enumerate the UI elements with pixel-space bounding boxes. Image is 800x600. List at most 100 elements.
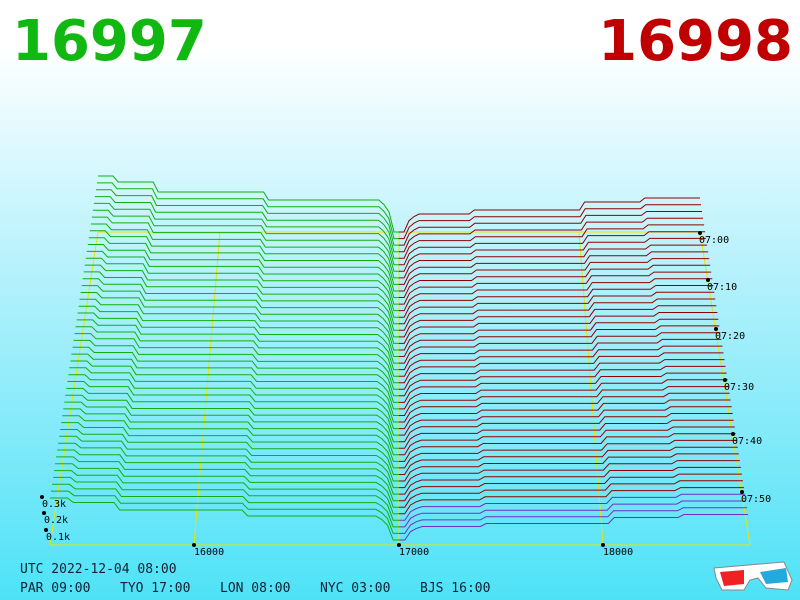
ask-curve — [399, 372, 727, 403]
ask-curve — [399, 446, 738, 475]
tick-dot — [397, 543, 401, 547]
clock: TYO 17:00 — [120, 581, 190, 596]
bid-curve — [71, 353, 399, 403]
ask-curve — [399, 291, 715, 325]
bid-curve — [93, 202, 399, 259]
ask-curve — [399, 237, 707, 272]
ask-curve — [399, 305, 717, 338]
ask-curve — [399, 399, 731, 430]
bid-curve — [58, 442, 399, 489]
tick-dot — [731, 432, 735, 436]
clocks: PAR 09:00 TYO 17:00 LON 08:00 NYC 03:00 BJS … — [20, 581, 490, 596]
bid-curve — [70, 360, 399, 410]
ask-curve — [399, 386, 729, 416]
bid-curve — [91, 216, 399, 272]
ask-curve — [399, 271, 712, 305]
bid-curve — [86, 250, 399, 305]
tick-dot — [44, 528, 48, 532]
bid-curve — [64, 401, 399, 449]
ask-curve — [399, 278, 713, 312]
tick-dot — [723, 378, 727, 382]
clock: NYC 03:00 — [320, 581, 390, 596]
ask-curve — [399, 365, 726, 397]
depth-tick: 0.2k — [44, 515, 68, 526]
tick-dot — [740, 490, 744, 494]
ask-curve — [399, 332, 721, 364]
ask-curve — [399, 466, 741, 495]
bid-curve — [79, 298, 399, 351]
ask-curve — [399, 433, 736, 462]
time-tick: 07:00 — [699, 235, 729, 246]
ask-curve — [399, 298, 716, 331]
ask-curve — [399, 500, 746, 528]
ask-curve — [399, 359, 725, 390]
ask-curve — [399, 251, 709, 285]
bid-curve — [80, 292, 399, 344]
bid-curve — [57, 449, 399, 495]
ask-curve — [399, 338, 722, 371]
ask-curve — [399, 211, 702, 246]
clock: LON 08:00 — [220, 581, 290, 596]
bid-curve — [52, 483, 399, 528]
ask-curve — [399, 460, 740, 489]
bid-curve — [54, 470, 399, 515]
bid-curve — [88, 237, 399, 292]
price-tick: 17000 — [399, 547, 429, 558]
ask-curve — [399, 493, 745, 521]
bid-curve — [65, 394, 399, 443]
tick-dot — [40, 495, 44, 499]
tick-dot — [601, 543, 605, 547]
bid-curve — [72, 346, 399, 397]
bid-curve — [62, 415, 399, 462]
time-tick: 07:20 — [715, 331, 745, 342]
ask-price: 16998 — [598, 9, 793, 74]
bid-curve — [76, 319, 399, 371]
ask-curve — [399, 345, 723, 377]
ask-curve — [399, 325, 720, 357]
ask-curve — [399, 426, 735, 456]
ask-curve — [399, 318, 719, 351]
time-tick: 07:50 — [741, 494, 771, 505]
bid-curve — [56, 456, 399, 502]
3d-glasses-icon[interactable] — [713, 561, 793, 591]
bid-curve — [81, 285, 399, 338]
axis-labels: 16000 17000 18000 07:00 07:10 07:20 07:30 07:40… — [40, 231, 771, 558]
ask-curve — [399, 413, 733, 443]
ask-curve — [399, 264, 711, 298]
bid-curve — [90, 223, 399, 279]
bid-curve — [61, 422, 399, 469]
bid-curve — [92, 209, 399, 266]
ask-curve — [399, 453, 739, 482]
depth-tick: 0.3k — [42, 499, 66, 510]
bid-curve — [73, 339, 399, 390]
bid-curve — [78, 305, 399, 357]
ask-curve — [399, 406, 732, 436]
floor-frame — [49, 231, 751, 546]
price-tick: 18000 — [603, 547, 633, 558]
bid-curve — [75, 326, 399, 377]
ask-curve — [399, 507, 747, 534]
time-tick: 07:30 — [724, 382, 754, 393]
bid-curve — [94, 196, 399, 253]
price-tick: 16000 — [194, 547, 224, 558]
ask-curve — [399, 204, 701, 240]
bid-curve — [63, 408, 399, 456]
bid-curve — [69, 367, 399, 416]
ask-curve — [399, 473, 742, 502]
utc-time: UTC 2022-12-04 08:00 — [20, 562, 177, 577]
bid-curve — [55, 463, 399, 508]
ask-curve — [399, 439, 737, 469]
bid-curve — [51, 490, 399, 534]
time-tick: 07:10 — [707, 282, 737, 293]
bid-curve — [60, 429, 399, 475]
bid-curve — [59, 435, 399, 482]
bid-curve — [89, 230, 399, 285]
tick-dot — [42, 511, 46, 515]
ask-curve — [399, 419, 734, 449]
ask-curve — [399, 224, 705, 259]
bid-curve — [53, 476, 399, 521]
bid-curve — [96, 189, 399, 246]
ask-curve — [399, 514, 748, 541]
